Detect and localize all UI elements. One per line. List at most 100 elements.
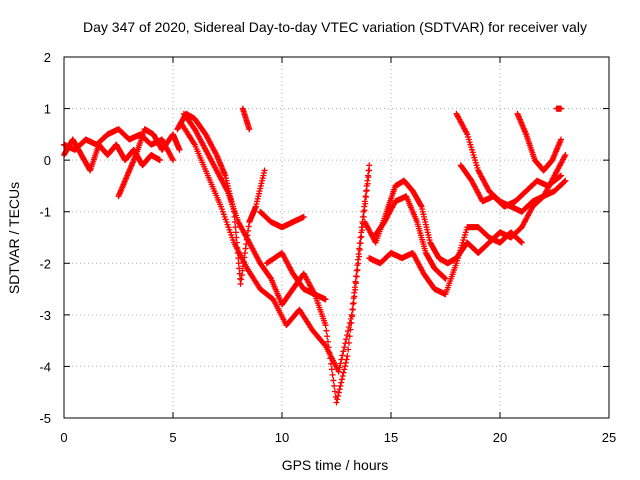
data-point [323, 327, 330, 334]
data-point [333, 399, 340, 406]
data-point [346, 319, 353, 326]
data-point [356, 245, 363, 252]
data-point [345, 324, 352, 331]
data-point [562, 177, 569, 184]
data-point [338, 376, 345, 383]
data-point [343, 356, 350, 363]
data-point [156, 157, 163, 164]
y-tick-label: -1 [39, 205, 51, 220]
data-point [361, 203, 368, 210]
data-point [331, 388, 338, 395]
data-point [170, 157, 176, 164]
series-arc-b [61, 136, 163, 174]
series-arc-l [370, 193, 449, 282]
data-point [322, 296, 329, 303]
data-point [340, 369, 347, 376]
data-point [344, 332, 351, 339]
data-point [335, 389, 342, 396]
data-point [342, 363, 349, 370]
data-point [232, 229, 239, 236]
data-point [351, 289, 358, 296]
data-point [322, 322, 329, 329]
data-point [336, 386, 343, 393]
series-arc-h [257, 208, 307, 231]
data-point [334, 396, 341, 403]
data-point [335, 368, 342, 375]
data-point [344, 353, 351, 360]
chart-title: Day 347 of 2020, Sidereal Day-to-day VTE… [83, 19, 587, 35]
data-point [348, 311, 355, 318]
x-tick-label: 15 [384, 430, 398, 445]
data-point [350, 295, 357, 302]
data-point [365, 167, 372, 174]
data-point [338, 356, 345, 363]
series-arc-o [514, 110, 565, 174]
y-tick-label: -3 [39, 308, 51, 323]
series-arc-n [457, 162, 565, 210]
data-marks [61, 105, 569, 406]
data-point [342, 359, 349, 366]
data-point [337, 382, 344, 389]
series-arc-k [361, 177, 569, 267]
data-point [441, 275, 448, 282]
y-axis-label: SDTVAR / TECUs [6, 182, 22, 294]
data-point [261, 167, 268, 174]
data-point [358, 224, 365, 231]
data-point [360, 208, 367, 215]
data-point [558, 105, 565, 112]
x-tick-label: 5 [169, 430, 176, 445]
data-point [324, 338, 331, 345]
data-point [246, 126, 253, 133]
data-point [337, 360, 344, 367]
data-point [352, 278, 359, 285]
data-point [235, 260, 242, 267]
data-point [363, 188, 370, 195]
data-point [345, 346, 352, 353]
data-point [236, 265, 243, 272]
y-tick-label: -4 [39, 359, 51, 374]
data-point [343, 336, 350, 343]
data-point [341, 344, 348, 351]
series-arc-p [553, 105, 565, 112]
data-point [361, 198, 368, 205]
x-axis-label: GPS time / hours [282, 457, 389, 473]
data-point [300, 213, 307, 220]
data-point [340, 348, 347, 355]
series-arc-i [263, 249, 329, 303]
data-point [329, 371, 336, 378]
data-point [328, 366, 335, 373]
y-tick-label: 0 [44, 153, 51, 168]
data-point [335, 392, 342, 399]
data-point [561, 178, 568, 185]
data-point [357, 234, 364, 241]
series-arc-c [115, 126, 183, 200]
data-point [324, 333, 331, 340]
data-point [350, 300, 357, 307]
data-point [349, 306, 356, 313]
data-point [347, 315, 354, 322]
x-tick-label: 20 [493, 430, 507, 445]
x-tick-label: 0 [60, 430, 67, 445]
data-point [331, 382, 338, 389]
data-point [330, 377, 337, 384]
series-arc-e [180, 110, 373, 406]
data-point [339, 373, 346, 380]
y-tick-label: -2 [39, 256, 51, 271]
data-point [364, 172, 371, 179]
data-point [557, 173, 564, 180]
data-point [363, 182, 370, 189]
data-point [558, 172, 565, 179]
data-point [176, 146, 183, 153]
x-tick-label: 10 [275, 430, 289, 445]
data-point [518, 238, 525, 245]
data-point [336, 364, 343, 371]
data-point [359, 213, 366, 220]
data-point [442, 275, 449, 282]
data-point [354, 262, 361, 269]
data-point [362, 193, 369, 200]
data-point [353, 267, 360, 274]
data-point [356, 240, 363, 247]
data-point [354, 256, 361, 263]
